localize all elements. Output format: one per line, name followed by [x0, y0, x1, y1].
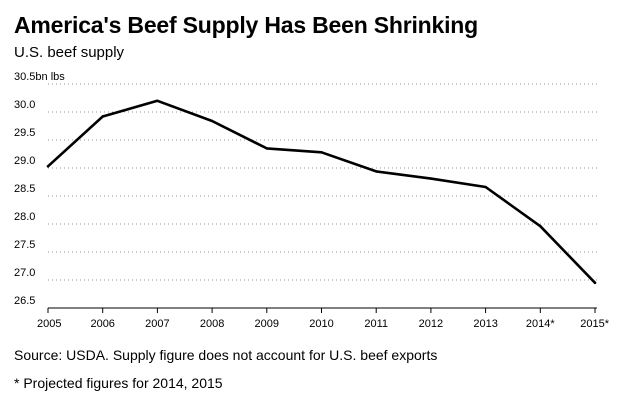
- data-point: [265, 147, 268, 150]
- source-note: Source: USDA. Supply figure does not acc…: [14, 347, 438, 363]
- data-point: [101, 115, 104, 118]
- x-tick-label: 2011: [364, 318, 388, 330]
- y-tick-label: 30.0: [14, 99, 35, 111]
- chart-title: America's Beef Supply Has Been Shrinking: [14, 12, 479, 38]
- data-point: [156, 99, 159, 103]
- x-tick-label: 2005: [37, 318, 61, 330]
- y-tick-label: 29.0: [14, 155, 35, 167]
- x-tick-label: 2015*: [580, 318, 609, 330]
- data-point: [539, 225, 542, 228]
- y-tick-label: 28.5: [14, 183, 35, 195]
- x-tick-label: 2013: [473, 318, 497, 330]
- x-tick-label: 2009: [255, 318, 279, 330]
- series-line-0: [46, 99, 597, 285]
- x-tick-label: 2006: [90, 318, 114, 330]
- y-tick-label: 29.5: [14, 127, 35, 139]
- line-chart: 26.5 27.0 27.5 28.0 28.5 29.0 29.5 30.0 30.5bn l…: [14, 71, 610, 330]
- y-tick-label: 27.0: [14, 267, 35, 279]
- y-tick-label: 30.5bn lbs: [14, 71, 65, 83]
- data-point: [375, 170, 378, 173]
- x-tick-label: 2012: [419, 318, 443, 330]
- x-tick-label: 2008: [200, 318, 224, 330]
- series-layer: [46, 99, 597, 285]
- x-tick-label: 2007: [145, 318, 169, 330]
- x-axis-tick-labels: 2005 2006 2007 2008 2009 2010 2011 2012 2013 2014…: [37, 318, 610, 330]
- gridlines: [48, 83, 597, 281]
- data-point: [593, 281, 597, 284]
- data-point: [46, 165, 50, 168]
- data-point: [429, 177, 433, 180]
- footnote: * Projected figures for 2014, 2015: [14, 375, 223, 391]
- y-tick-label: 27.5: [14, 239, 35, 251]
- y-axis-tick-labels: 26.5 27.0 27.5 28.0 28.5 29.0 29.5 30.0 30.5bn l…: [14, 71, 65, 307]
- data-point: [484, 185, 487, 189]
- x-tick-label: 2014*: [526, 318, 555, 330]
- y-tick-label: 26.5: [14, 295, 35, 307]
- x-tick-label: 2010: [309, 318, 333, 330]
- x-axis: [47, 307, 597, 313]
- y-tick-label: 28.0: [14, 211, 35, 223]
- chart-subtitle: U.S. beef supply: [14, 44, 125, 61]
- data-point: [320, 151, 323, 154]
- data-point: [210, 119, 214, 123]
